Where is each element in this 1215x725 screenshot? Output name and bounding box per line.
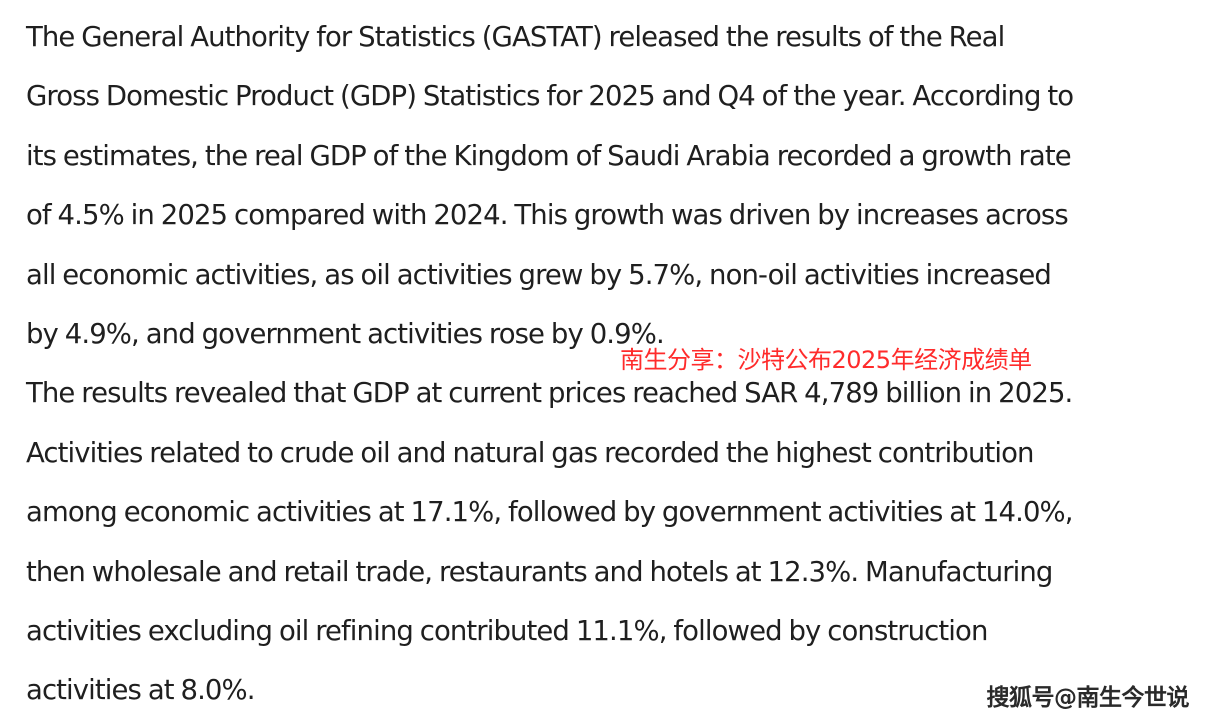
text-line: activities excluding oil refining contri… [26, 614, 988, 647]
text-line: Activities related to crude oil and natu… [26, 436, 1034, 469]
text-line: The General Authority for Statistics (GA… [26, 21, 1005, 53]
overlay-caption: 南生分享：沙特公布2025年经济成绩单 [620, 346, 1032, 374]
paragraph-gdp-contribution: The results revealed that GDP at current… [26, 364, 1206, 720]
text-line: among economic activities at 17.1%, foll… [26, 496, 1074, 529]
text-line: activities at 8.0%. [26, 674, 256, 707]
text-line: by 4.9%, and government activities rose … [26, 317, 665, 350]
text-line: of 4.5% in 2025 compared with 2024. This… [26, 199, 1069, 232]
text-line: its estimates, the real GDP of the Kingd… [26, 139, 1072, 172]
text-line: Gross Domestic Product (GDP) Statistics … [26, 80, 1074, 113]
text-line: then wholesale and retail trade, restaur… [26, 555, 1053, 588]
source-watermark: 搜狐号@南生今世说 [986, 685, 1190, 711]
text-line: all economic activities, as oil activiti… [26, 258, 1052, 291]
paragraph-gdp-growth: The General Authority for Statistics (GA… [26, 8, 1206, 364]
text-line: The results revealed that GDP at current… [26, 377, 1073, 410]
article-body: The General Authority for Statistics (GA… [26, 8, 1206, 721]
